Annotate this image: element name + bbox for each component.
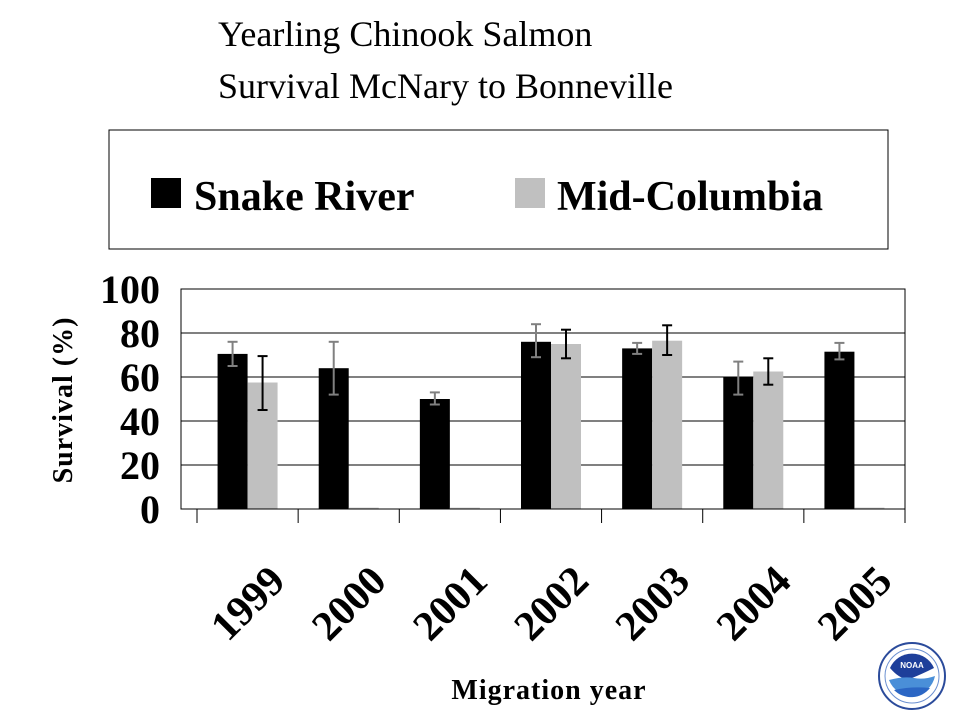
bar-snake-river-2004: [723, 377, 754, 509]
error-bars: [227, 323, 845, 411]
bar-snake-river-2005: [824, 351, 855, 509]
noaa-logo-text: NOAA: [900, 661, 924, 670]
x-axis-label: Migration year: [451, 675, 646, 706]
error-bar-snake-river-2004: [733, 360, 744, 396]
y-tick-label: 40: [120, 399, 160, 444]
error-bar-mid-columbia-2003: [662, 324, 673, 356]
bar-snake-river-2002: [521, 341, 551, 509]
x-tick-label: 2003: [607, 558, 699, 650]
legend-label-snake-river: Snake River: [194, 174, 415, 220]
error-bar-snake-river-2000: [328, 340, 339, 396]
error-bar-mid-columbia-1999: [257, 355, 268, 411]
legend: Snake River Mid-Columbia: [108, 129, 889, 250]
error-bar-mid-columbia-2004: [763, 357, 774, 386]
x-tick-label: 2005: [809, 558, 901, 650]
legend-swatch-mid-columbia: [515, 178, 545, 208]
y-tick-label: 0: [140, 487, 160, 532]
error-bar-snake-river-2002: [531, 323, 541, 359]
bar-snake-river-2001: [419, 399, 450, 509]
bar-snake-river-2003: [622, 348, 653, 509]
error-bar-snake-river-2001: [429, 391, 440, 406]
y-axis-label: Survival (%): [48, 317, 79, 484]
bar-mid-columbia-2000: [348, 507, 379, 509]
bar-mid-columbia-2004: [753, 371, 784, 509]
y-tick-label: 80: [120, 311, 160, 356]
x-tick-label: 1999: [202, 558, 294, 650]
bars: [217, 340, 885, 509]
legend-swatch-snake-river: [151, 178, 181, 208]
legend-label-mid-columbia: Mid-Columbia: [557, 174, 823, 220]
legend-box: [108, 129, 889, 250]
error-bar-mid-columbia-2002: [561, 328, 571, 360]
chart-title: Yearling Chinook Salmon: [218, 14, 592, 54]
error-bar-snake-river-2003: [632, 341, 643, 355]
y-tick-label: 60: [120, 355, 160, 400]
y-tick-label: 100: [100, 267, 160, 312]
x-tick-label: 2001: [405, 558, 497, 650]
chart-subtitle: Survival McNary to Bonneville: [218, 66, 673, 106]
bar-snake-river-1999: [217, 353, 248, 509]
error-bar-snake-river-1999: [227, 340, 238, 367]
x-axis: [181, 508, 906, 523]
x-tick-label: 2002: [506, 558, 598, 650]
x-tick-label: 2004: [708, 558, 800, 650]
bar-mid-columbia-2002: [551, 344, 581, 509]
y-tick-label: 20: [120, 443, 160, 488]
bar-mid-columbia-2005: [854, 507, 885, 509]
error-bar-snake-river-2005: [834, 341, 845, 361]
noaa-logo: NOAA: [878, 642, 946, 710]
bar-mid-columbia-2001: [449, 507, 480, 509]
x-tick-label: 2000: [304, 558, 396, 650]
bar-mid-columbia-2003: [652, 340, 683, 509]
x-tick-labels: 1999 2000 2001 2002 2003 2004 2005: [202, 558, 901, 650]
